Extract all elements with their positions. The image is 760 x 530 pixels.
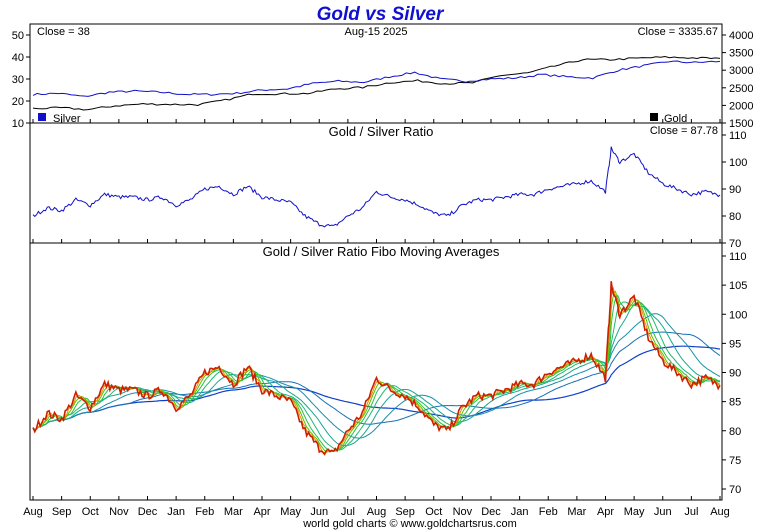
silver-close-label: Close = 38	[37, 26, 90, 38]
month-tick-label: Feb	[195, 506, 214, 518]
month-tick-label: Feb	[539, 506, 558, 518]
axis-ticks-layer: 5040302010400035003000250020001500110100…	[12, 30, 754, 496]
month-tick-label: Jul	[684, 506, 698, 518]
fibo-axis-right-tick-label: 80	[729, 426, 741, 438]
ratio-axis-right-tick-label: 100	[729, 157, 747, 169]
fibo-axis-right-tick-label: 100	[729, 309, 747, 321]
panel-ratio-frame	[29, 122, 723, 244]
ratio-close-label: Close = 87.78	[650, 125, 718, 137]
fibo-axis-right-tick-label: 90	[729, 368, 741, 380]
panel-fibo-frame	[29, 242, 723, 501]
month-tick-label: May	[280, 506, 301, 518]
ratio-axis-right-tick-label: 80	[729, 211, 741, 223]
ratio-line	[32, 146, 721, 228]
silver-axis-left-tick-label: 10	[12, 118, 24, 130]
silver-axis-left-tick-label: 40	[12, 52, 24, 64]
silver-price-line	[32, 60, 721, 97]
month-tick-label: Aug	[23, 506, 43, 518]
month-tick-label: Apr	[597, 506, 614, 518]
panel-gold-silver-frame	[29, 23, 723, 124]
fibo-axis-right-tick-label: 105	[729, 280, 747, 292]
month-tick-label: Oct	[82, 506, 99, 518]
month-tick-label: Nov	[109, 506, 129, 518]
gold-axis-right-tick-label: 1500	[729, 118, 753, 130]
ratio-axis-right-tick-label: 90	[729, 184, 741, 196]
fibo-axis-right-tick-label: 70	[729, 484, 741, 496]
month-tick-label: May	[624, 506, 645, 518]
month-tick-label: Jun	[654, 506, 672, 518]
month-tick-label: Jan	[167, 506, 185, 518]
month-tick-label: Sep	[395, 506, 415, 518]
fibo-axis-right-tick-label: 75	[729, 455, 741, 467]
month-tick-label: Dec	[481, 506, 501, 518]
month-tick-label: Sep	[52, 506, 72, 518]
gold-price-line	[32, 55, 721, 111]
fibo-ma-line	[32, 301, 721, 447]
month-tick-label: Jan	[511, 506, 529, 518]
fibo-axis-right-tick-label: 85	[729, 397, 741, 409]
month-tick-label: Dec	[138, 506, 158, 518]
month-tick-label: Jul	[341, 506, 355, 518]
gold-axis-right-tick-label: 2500	[729, 83, 753, 95]
fibo-ratio-price-line	[32, 281, 721, 456]
gold-legend-swatch	[650, 113, 658, 121]
ratio-panel-label: Gold / Silver Ratio	[329, 124, 434, 139]
month-tick-label: Aug	[367, 506, 387, 518]
gold-legend-label: Gold	[664, 113, 687, 125]
date-label: Aug-15 2025	[345, 26, 408, 38]
gold-axis-right-tick-label: 4000	[729, 30, 753, 42]
gold-axis-right-tick-label: 3500	[729, 48, 753, 60]
gold-axis-right-tick-label: 2000	[729, 100, 753, 112]
month-tick-label: Nov	[453, 506, 473, 518]
month-tick-label: Aug	[710, 506, 730, 518]
month-tick-label: Apr	[253, 506, 270, 518]
silver-legend-label: Silver	[53, 113, 81, 125]
fibo-ma-line	[32, 301, 720, 451]
footer-credit: world gold charts © www.goldchartsrus.co…	[302, 518, 517, 530]
ratio-axis-right-tick-label: 110	[729, 130, 747, 142]
month-tick-label: Jun	[310, 506, 328, 518]
fibo-ma-line	[32, 331, 721, 431]
fibo-axis-right-tick-label: 95	[729, 338, 741, 350]
fibo-ma-line	[32, 345, 721, 431]
fibo-axis-right-tick-label: 110	[729, 251, 747, 263]
silver-axis-left-tick-label: 50	[12, 30, 24, 42]
series-layer	[32, 55, 721, 456]
month-tick-label: Mar	[224, 506, 243, 518]
gold-close-label: Close = 3335.67	[638, 26, 718, 38]
ratio-axis-right-tick-label: 70	[729, 238, 741, 250]
gold-axis-right-tick-label: 3000	[729, 65, 753, 77]
fibo-panel-label: Gold / Silver Ratio Fibo Moving Averages	[263, 244, 500, 259]
month-axis-layer: Aug Sep Oct Nov Dec Jan Feb Mar Apr May Jun Jul Aug S…	[23, 119, 730, 518]
silver-legend-swatch	[38, 113, 46, 121]
silver-axis-left-tick-label: 20	[12, 96, 24, 108]
month-tick-label: Oct	[425, 506, 442, 518]
chart-title: Gold vs Silver	[317, 4, 445, 25]
month-tick-label: Mar	[567, 506, 586, 518]
silver-axis-left-tick-label: 30	[12, 74, 24, 86]
